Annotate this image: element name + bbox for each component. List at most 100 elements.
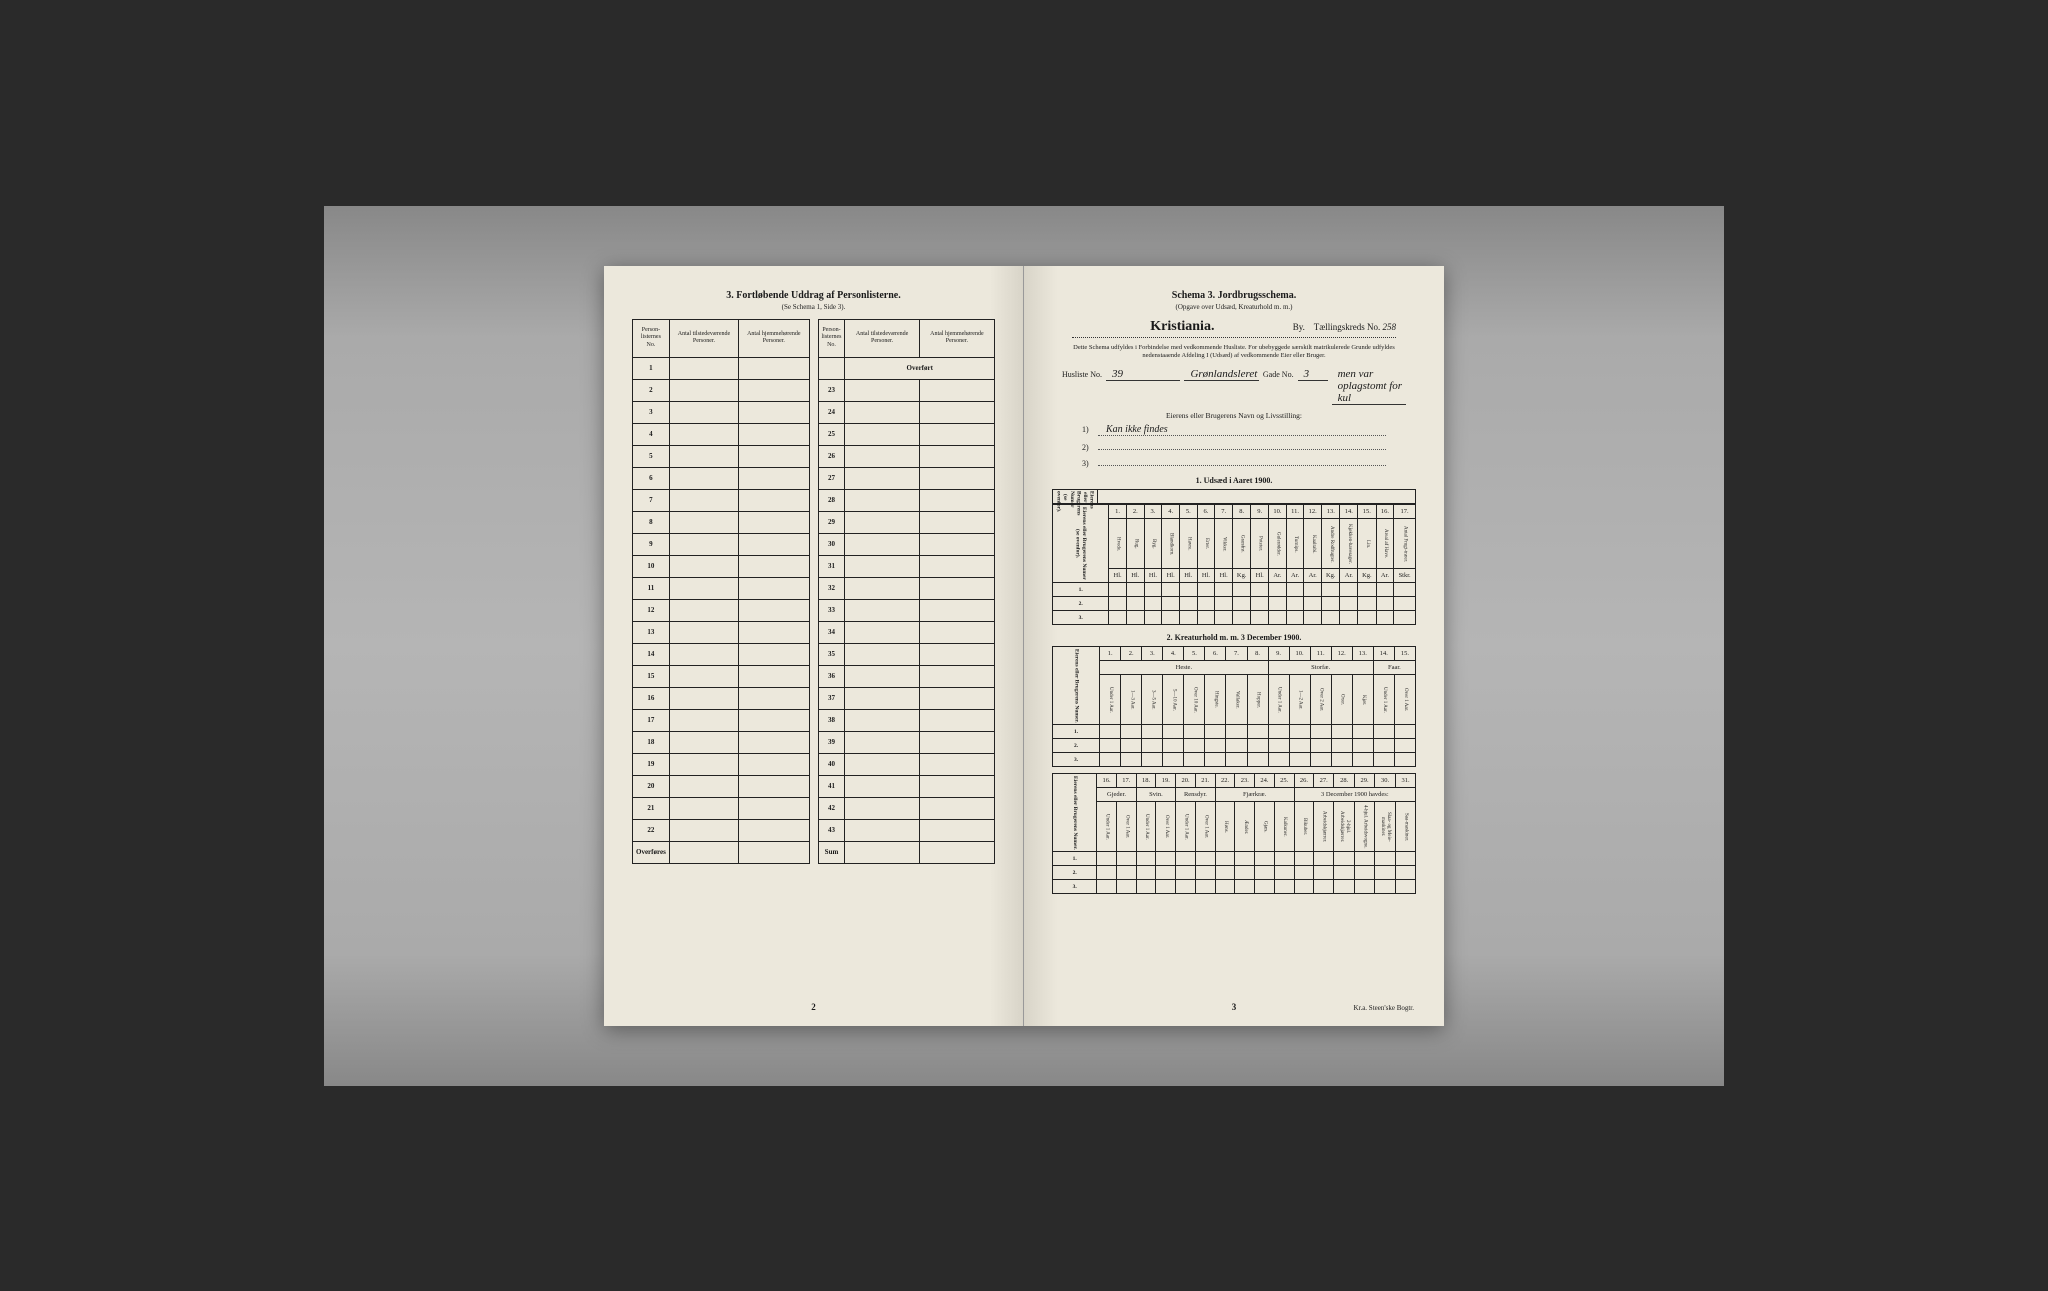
cell <box>845 819 919 841</box>
left-title: 3. Fortløbende Uddrag af Personlisterne. <box>632 290 995 301</box>
cell <box>669 489 738 511</box>
cell <box>739 401 809 423</box>
cell <box>845 379 919 401</box>
cell <box>919 665 994 687</box>
cell <box>739 797 809 819</box>
cell <box>739 511 809 533</box>
row-num: 38 <box>818 709 845 731</box>
cell <box>669 577 738 599</box>
cell <box>845 687 919 709</box>
cell <box>739 533 809 555</box>
cell <box>669 841 738 863</box>
owner-line-1: 1)Kan ikke findes <box>1082 424 1386 436</box>
row-num: 1 <box>633 357 670 379</box>
row-num: 17 <box>633 709 670 731</box>
row-num: 14 <box>633 643 670 665</box>
row-num: 9 <box>633 533 670 555</box>
row-num: 12 <box>633 599 670 621</box>
printer: Kr.a. Steen'ske Bogtr. <box>1353 1004 1414 1012</box>
row-num: 8 <box>633 511 670 533</box>
cell <box>845 467 919 489</box>
left-tables: Person-listernes No. Antal tilstedeværen… <box>632 319 995 864</box>
cell <box>919 775 994 797</box>
cell <box>919 577 994 599</box>
row-num: 26 <box>818 445 845 467</box>
cell <box>845 555 919 577</box>
cell <box>919 379 994 401</box>
row-num: Overføres <box>633 841 670 863</box>
row-num: 37 <box>818 687 845 709</box>
row-num: 20 <box>633 775 670 797</box>
cell <box>845 599 919 621</box>
col-header: Person-listernes No. <box>818 319 845 357</box>
left-table-2: Person-listernes No. Antal tilstedeværen… <box>818 319 996 864</box>
row-num: 28 <box>818 489 845 511</box>
cell <box>845 621 919 643</box>
cell <box>919 731 994 753</box>
row-num: 42 <box>818 797 845 819</box>
cell <box>919 489 994 511</box>
cell <box>669 445 738 467</box>
cell <box>845 841 919 863</box>
section1-title: 1. Udsæd i Aaret 1900. <box>1052 476 1416 485</box>
row-num: 10 <box>633 555 670 577</box>
row-num: 18 <box>633 731 670 753</box>
col-header: Person-listernes No. <box>633 319 670 357</box>
cell <box>919 467 994 489</box>
page-number-right: 3 <box>1232 1002 1237 1012</box>
row-num: 43 <box>818 819 845 841</box>
city-name: Kristiania. <box>1150 319 1214 335</box>
cell <box>669 643 738 665</box>
cell <box>919 753 994 775</box>
row-num: 2 <box>633 379 670 401</box>
cell <box>845 797 919 819</box>
cell <box>845 401 919 423</box>
cell <box>669 775 738 797</box>
cell <box>739 599 809 621</box>
cell <box>845 577 919 599</box>
cell <box>669 379 738 401</box>
cell <box>919 555 994 577</box>
cell <box>739 753 809 775</box>
row-num: 7 <box>633 489 670 511</box>
cell <box>845 445 919 467</box>
page-number-left: 2 <box>811 1002 816 1012</box>
section1-table-full: Eierens eller Brugerens Numer (se ovenfo… <box>1052 504 1416 625</box>
cell <box>669 665 738 687</box>
row-num: 34 <box>818 621 845 643</box>
cell <box>845 775 919 797</box>
right-title: Schema 3. Jordbrugsschema. <box>1052 290 1416 301</box>
district-no: 258 <box>1383 322 1397 332</box>
district-label: Tællingskreds No. <box>1314 322 1381 332</box>
row-num: 16 <box>633 687 670 709</box>
cell <box>739 621 809 643</box>
left-subtitle: (Se Schema 1, Side 3). <box>632 303 995 311</box>
row-num: 11 <box>633 577 670 599</box>
cell <box>669 731 738 753</box>
cell <box>739 643 809 665</box>
cell <box>739 489 809 511</box>
scanner-background: 3. Fortløbende Uddrag af Personlisterne.… <box>324 206 1724 1086</box>
row-num: 3 <box>633 401 670 423</box>
section2-title: 2. Kreaturhold m. m. 3 December 1900. <box>1052 633 1416 642</box>
row-num: 25 <box>818 423 845 445</box>
row-num: 21 <box>633 797 670 819</box>
cell <box>739 665 809 687</box>
row-num: 31 <box>818 555 845 577</box>
cell <box>919 709 994 731</box>
col-header: Antal hjemmehørende Personer. <box>739 319 809 357</box>
cell <box>845 753 919 775</box>
cell <box>669 555 738 577</box>
cell <box>919 687 994 709</box>
book-spread: 3. Fortløbende Uddrag af Personlisterne.… <box>604 266 1444 1026</box>
cell <box>669 511 738 533</box>
instructions: Dette Schema udfyldes i Forbindelse med … <box>1062 344 1406 361</box>
cell <box>845 665 919 687</box>
cell <box>739 841 809 863</box>
row-num: Sum <box>818 841 845 863</box>
cell <box>669 709 738 731</box>
cell <box>739 687 809 709</box>
row-num: 30 <box>818 533 845 555</box>
cell <box>739 731 809 753</box>
cell <box>845 709 919 731</box>
